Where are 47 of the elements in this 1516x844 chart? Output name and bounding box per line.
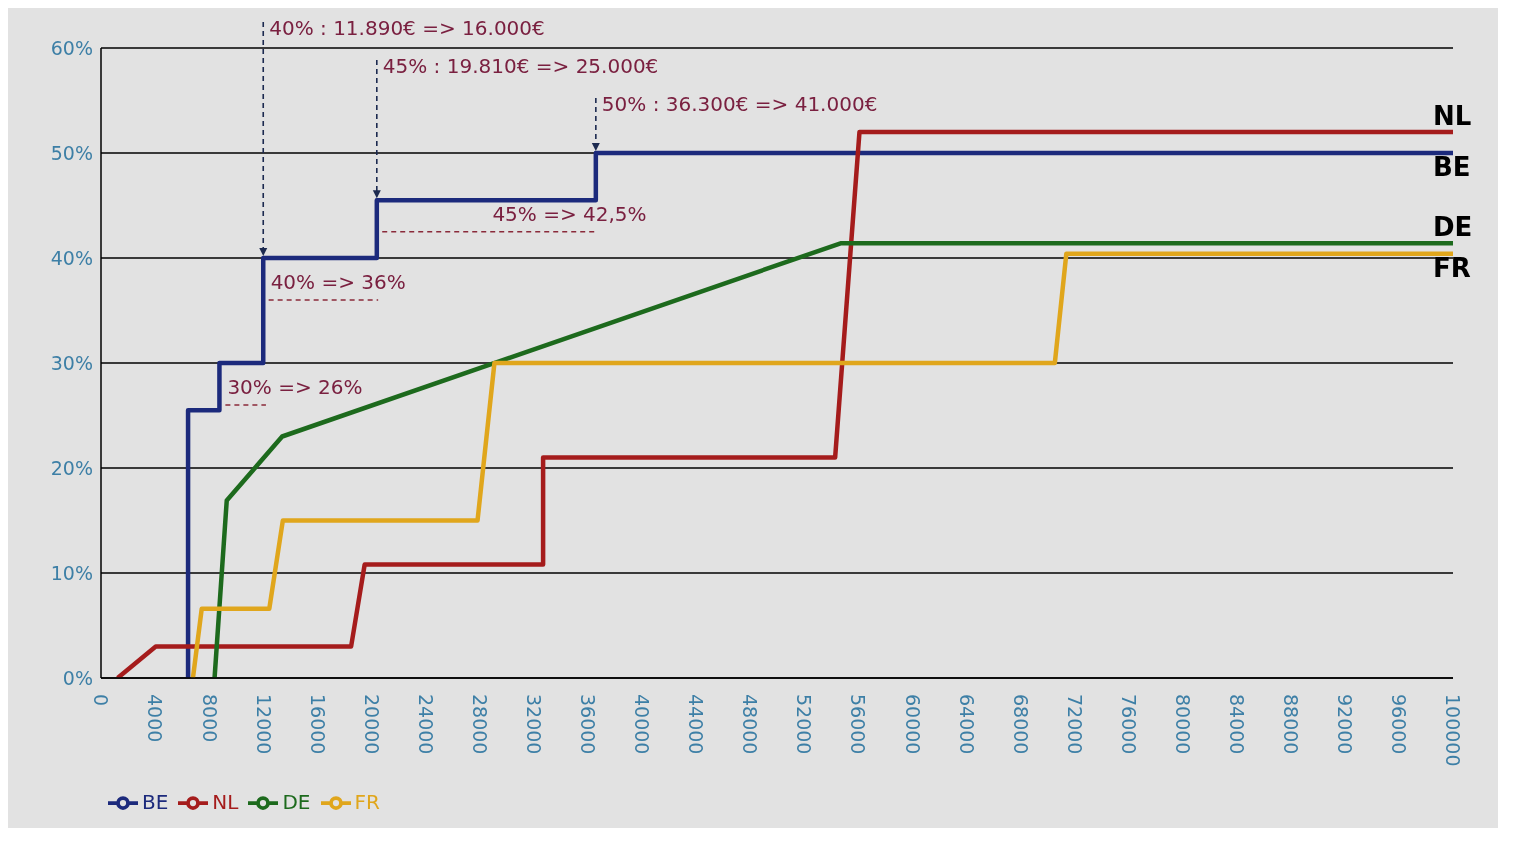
x-tick-label: 28000 bbox=[468, 694, 491, 755]
legend-label: FR bbox=[354, 789, 380, 814]
text: BE bbox=[1433, 152, 1471, 183]
annotation: 45% : 19.810€ => 25.000€ bbox=[382, 54, 659, 78]
annotation: 45% => 42,5% bbox=[492, 201, 647, 226]
x-tick-label: 80000 bbox=[1171, 694, 1194, 755]
x-tick-label: 44000 bbox=[685, 694, 708, 755]
annotation: 40% : 11.890€ => 16.000€ bbox=[269, 16, 545, 40]
x-tick-label: 76000 bbox=[1117, 694, 1140, 755]
annotation: 40% => 36% bbox=[270, 270, 406, 294]
y-tick-label: 30% bbox=[50, 351, 93, 374]
x-tick-label: 36000 bbox=[577, 694, 600, 755]
x-tick-label: 68000 bbox=[1009, 694, 1032, 755]
y-tick-label: 60% bbox=[50, 36, 93, 59]
y-tick-label: 0% bbox=[62, 666, 93, 689]
text: DE bbox=[1433, 212, 1473, 243]
x-tick-label: 8000 bbox=[198, 694, 221, 743]
x-tick-label: 4000 bbox=[144, 694, 167, 743]
x-tick-label: 12000 bbox=[252, 694, 275, 755]
legend-label: DE bbox=[282, 789, 311, 814]
x-tick-label: 60000 bbox=[901, 694, 924, 755]
x-tick-label: 92000 bbox=[1334, 694, 1357, 755]
legend-label: BE bbox=[142, 789, 169, 814]
x-tick-label: 100000 bbox=[1442, 694, 1465, 767]
x-tick-label: 48000 bbox=[739, 694, 762, 755]
y-tick-label: 40% bbox=[50, 246, 93, 269]
x-tick-label: 52000 bbox=[793, 694, 816, 755]
x-tick-label: 16000 bbox=[306, 694, 329, 755]
x-tick-label: 64000 bbox=[955, 694, 978, 755]
y-tick-label: 20% bbox=[50, 456, 93, 479]
annotation: 30% => 26% bbox=[227, 375, 363, 399]
x-tick-label: 96000 bbox=[1388, 694, 1411, 755]
text: NL bbox=[1433, 101, 1472, 132]
x-tick-label: 24000 bbox=[414, 694, 437, 755]
x-tick-label: 20000 bbox=[360, 694, 383, 755]
x-tick-label: 56000 bbox=[847, 694, 870, 755]
text: FR bbox=[1433, 252, 1471, 283]
x-tick-label: 40000 bbox=[631, 694, 654, 755]
x-tick-label: 72000 bbox=[1063, 694, 1086, 755]
y-tick-label: 10% bbox=[50, 561, 93, 584]
x-tick-label: 88000 bbox=[1280, 694, 1303, 755]
y-tick-label: 50% bbox=[50, 141, 93, 164]
annotation: 50% : 36.300€ => 41.000€ bbox=[601, 92, 878, 116]
x-tick-label: 0 bbox=[90, 694, 113, 707]
x-tick-label: 32000 bbox=[522, 694, 545, 755]
x-tick-label: 84000 bbox=[1226, 694, 1249, 755]
legend-label: NL bbox=[212, 789, 239, 814]
